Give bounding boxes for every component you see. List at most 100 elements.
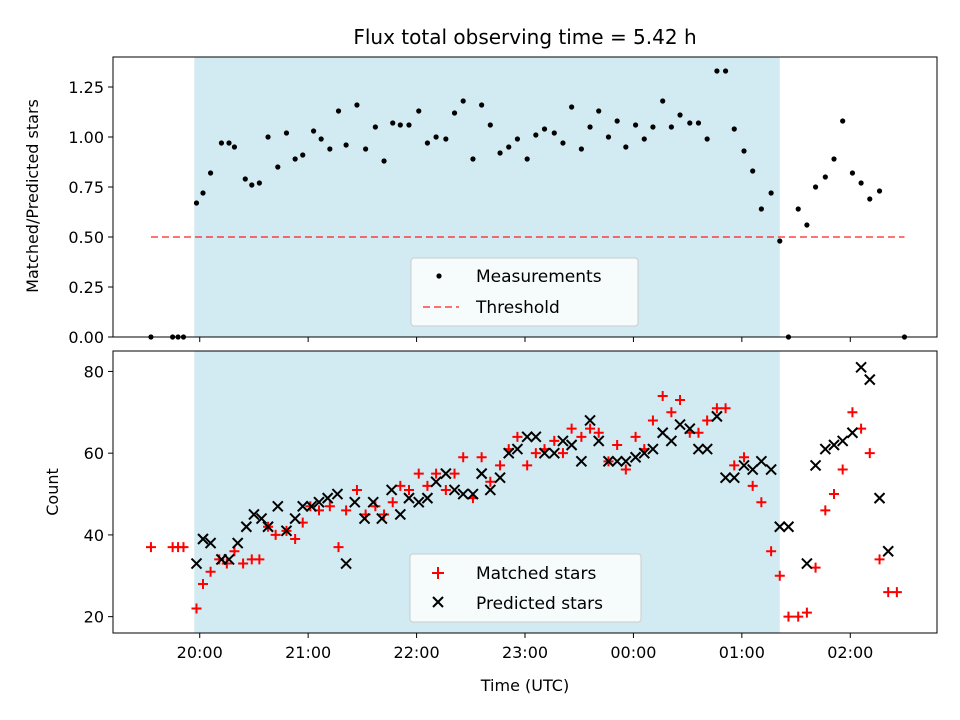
legend-matched-marker — [432, 567, 444, 579]
matched-point — [675, 395, 686, 406]
matched-point — [290, 534, 301, 544]
matched-point — [883, 587, 894, 598]
measurement-point — [242, 176, 248, 182]
matched-point — [720, 403, 731, 414]
x-tick-label: 23:00 — [502, 643, 548, 662]
measurement-point — [207, 170, 214, 176]
ratio-y-tick-label: 0.75 — [68, 178, 104, 197]
matched-point — [512, 431, 523, 442]
predicted-point — [413, 496, 425, 508]
matched-point — [351, 484, 362, 495]
predicted-point — [457, 488, 469, 500]
matched-point — [612, 440, 623, 450]
matched-point — [874, 554, 885, 565]
matched-point — [566, 423, 577, 434]
predicted-point — [321, 492, 334, 504]
matched-point — [801, 607, 812, 618]
predicted-point — [440, 467, 452, 480]
matched-point — [476, 452, 487, 463]
predicted-point — [340, 557, 352, 570]
matched-point — [341, 505, 352, 516]
measurement-point — [218, 140, 225, 146]
predicted-point — [538, 447, 551, 459]
measurement-point — [200, 190, 206, 196]
predicted-point — [638, 447, 650, 459]
measurement-point — [668, 124, 674, 130]
measurement-point — [750, 168, 756, 174]
predicted-point — [248, 508, 260, 521]
count-y-axis-label: Count — [43, 468, 62, 516]
matched-point — [191, 603, 202, 614]
matched-point — [229, 546, 240, 557]
predicted-point — [755, 455, 768, 468]
predicted-point — [692, 443, 705, 455]
count-y-tick-label: 20 — [84, 608, 104, 627]
matched-point — [729, 460, 740, 471]
predicted-point — [385, 484, 398, 496]
legend-matched-label: Matched stars — [476, 564, 596, 584]
predicted-point — [394, 508, 407, 521]
predicted-point — [223, 553, 235, 566]
predicted-point — [620, 455, 632, 468]
predicted-point — [280, 525, 293, 537]
matched-point — [205, 566, 216, 577]
count-y-tick-label: 80 — [84, 362, 104, 381]
predicted-point — [801, 557, 813, 570]
count-y-tick-label: 60 — [84, 444, 104, 463]
predicted-point — [593, 435, 605, 447]
measurement-point — [343, 142, 349, 148]
predicted-point — [511, 443, 524, 455]
predicted-point — [367, 496, 379, 508]
measurement-point — [416, 108, 422, 114]
predicted-point — [565, 439, 578, 451]
predicted-point — [765, 463, 777, 476]
predicted-point — [331, 488, 344, 500]
legend-predicted-marker — [432, 596, 444, 608]
measurement-point — [443, 136, 449, 142]
chart-title: Flux total observing time = 5.42 h — [353, 25, 696, 49]
matched-point — [495, 460, 506, 471]
measurement-point — [587, 124, 593, 130]
measurement-point — [641, 136, 647, 142]
matched-point — [522, 460, 533, 471]
matched-point — [413, 468, 424, 479]
measurement-point — [777, 238, 783, 244]
predicted-point — [503, 447, 515, 459]
predicted-point — [882, 545, 894, 557]
measurement-point — [354, 102, 360, 108]
matched-point — [774, 570, 785, 581]
predicted-point — [774, 521, 786, 533]
predicted-point — [711, 410, 723, 423]
measurement-point — [256, 180, 262, 186]
predicted-point — [358, 512, 371, 525]
predicted-point — [629, 451, 642, 463]
matched-point — [549, 435, 560, 446]
ratio-y-tick-label: 1.25 — [68, 78, 104, 97]
measurement-point — [479, 102, 485, 108]
measurement-point — [812, 184, 819, 190]
legend-measurements-marker — [436, 273, 442, 279]
matched-point — [324, 501, 335, 512]
predicted-point — [204, 537, 217, 549]
predicted-point — [548, 447, 560, 459]
count-series-2 — [190, 361, 894, 570]
predicted-point — [665, 435, 678, 447]
predicted-point — [809, 459, 822, 472]
predicted-point — [475, 467, 488, 480]
predicted-point — [855, 361, 867, 374]
matched-point — [647, 415, 658, 426]
count-series-1 — [145, 390, 902, 622]
matched-point — [820, 505, 831, 516]
measurement-point — [292, 156, 298, 162]
matched-point — [847, 407, 858, 418]
predicted-point — [584, 414, 596, 427]
measurement-point — [524, 156, 530, 162]
predicted-point — [746, 463, 759, 476]
predicted-point — [828, 439, 840, 451]
measurement-point — [849, 170, 856, 176]
matched-point — [766, 546, 777, 557]
predicted-point — [494, 471, 506, 484]
matched-point — [238, 558, 249, 569]
measurement-point — [390, 120, 396, 126]
matched-point — [270, 529, 281, 540]
